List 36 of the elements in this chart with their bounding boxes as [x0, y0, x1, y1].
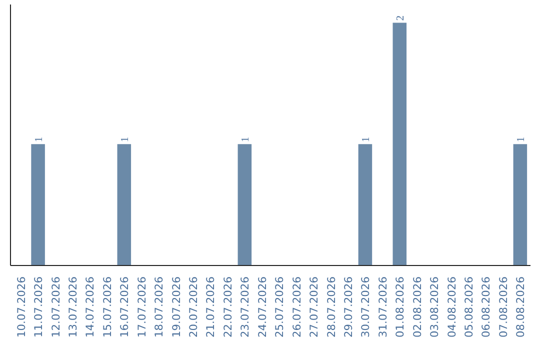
x-tick-label: 30.07.2026	[359, 276, 372, 338]
x-tick-label: 05.08.2026	[462, 276, 476, 338]
x-tick-label: 19.07.2026	[170, 276, 183, 338]
x-tick-label: 29.07.2026	[342, 276, 355, 338]
x-tick-label: 20.07.2026	[187, 276, 200, 338]
x-tick-label: 01.08.2026	[394, 276, 407, 338]
x-tick-label: 24.07.2026	[256, 276, 269, 338]
data-label: 1	[120, 136, 132, 142]
x-tick-label: 16.07.2026	[118, 276, 132, 338]
data-label: 2	[396, 15, 407, 21]
x-tick-label: 17.07.2026	[135, 276, 148, 338]
x-tick-label: 03.08.2026	[428, 276, 442, 338]
x-tick-label: 23.07.2026	[238, 276, 252, 338]
x-tick-label: 18.07.2026	[152, 276, 166, 338]
x-tick-label: 07.08.2026	[496, 276, 510, 338]
data-label: 1	[361, 136, 372, 142]
x-tick-label: 27.07.2026	[308, 276, 321, 338]
x-tick-label: 13.07.2026	[66, 276, 80, 338]
x-tick-label: 10.07.2026	[14, 276, 28, 338]
x-tick-label: 14.07.2026	[84, 276, 97, 338]
x-tick-label: 26.07.2026	[290, 276, 304, 338]
x-tick-label: 15.07.2026	[100, 276, 114, 338]
x-tick-label: 22.07.2026	[221, 276, 234, 338]
x-tick-label: 25.07.2026	[273, 276, 286, 338]
x-tick-label: 12.07.2026	[49, 276, 62, 338]
x-tick-label: 11.07.2026	[32, 276, 46, 338]
data-label: 1	[34, 136, 46, 142]
x-tick-label: 31.07.2026	[376, 276, 390, 338]
x-tick-label: 02.08.2026	[410, 276, 424, 338]
x-tick-label: 21.07.2026	[204, 276, 218, 338]
x-tick-label: 04.08.2026	[445, 276, 458, 338]
data-label: 1	[240, 136, 252, 142]
x-tick-label: 08.08.2026	[514, 276, 528, 338]
x-tick-label: 28.07.2026	[324, 276, 338, 338]
x-tick-label: 06.08.2026	[480, 276, 493, 338]
data-label: 1	[516, 136, 528, 142]
